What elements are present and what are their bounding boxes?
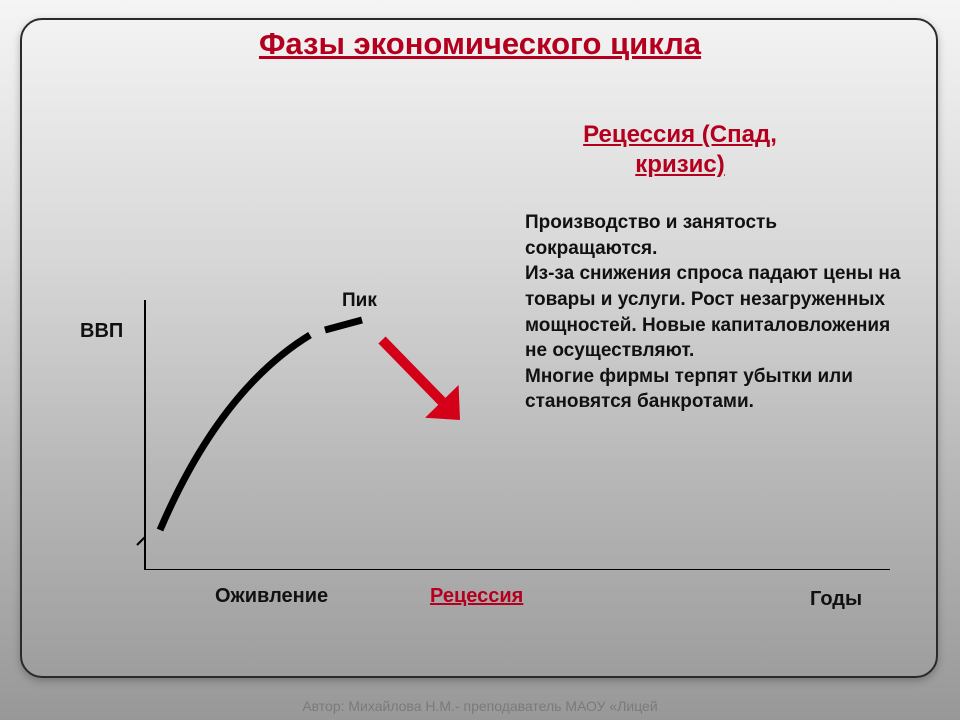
x-axis-label: Годы: [810, 588, 862, 611]
recovery-curve: [160, 335, 310, 530]
page-title: Фазы экономического цикла: [0, 26, 960, 62]
x-label-recovery: Оживление: [215, 585, 328, 608]
peak-label: Пик: [342, 290, 377, 312]
x-label-recession: Рецессия: [430, 585, 523, 608]
peak-stub: [325, 320, 362, 330]
y-axis-label: ВВП: [80, 320, 123, 343]
chart: [100, 300, 890, 570]
subtitle: Рецессия (Спад, кризис): [525, 120, 835, 180]
author-credit: Автор: Михайлова Н.М.- преподаватель МАО…: [0, 698, 960, 714]
page-title-text: Фазы экономического цикла: [259, 26, 701, 61]
subtitle-line2: кризис): [635, 151, 724, 178]
subtitle-line1: Рецессия (Спад,: [583, 121, 777, 148]
y-tick: [137, 537, 145, 545]
recession-arrow-icon: [378, 337, 460, 420]
